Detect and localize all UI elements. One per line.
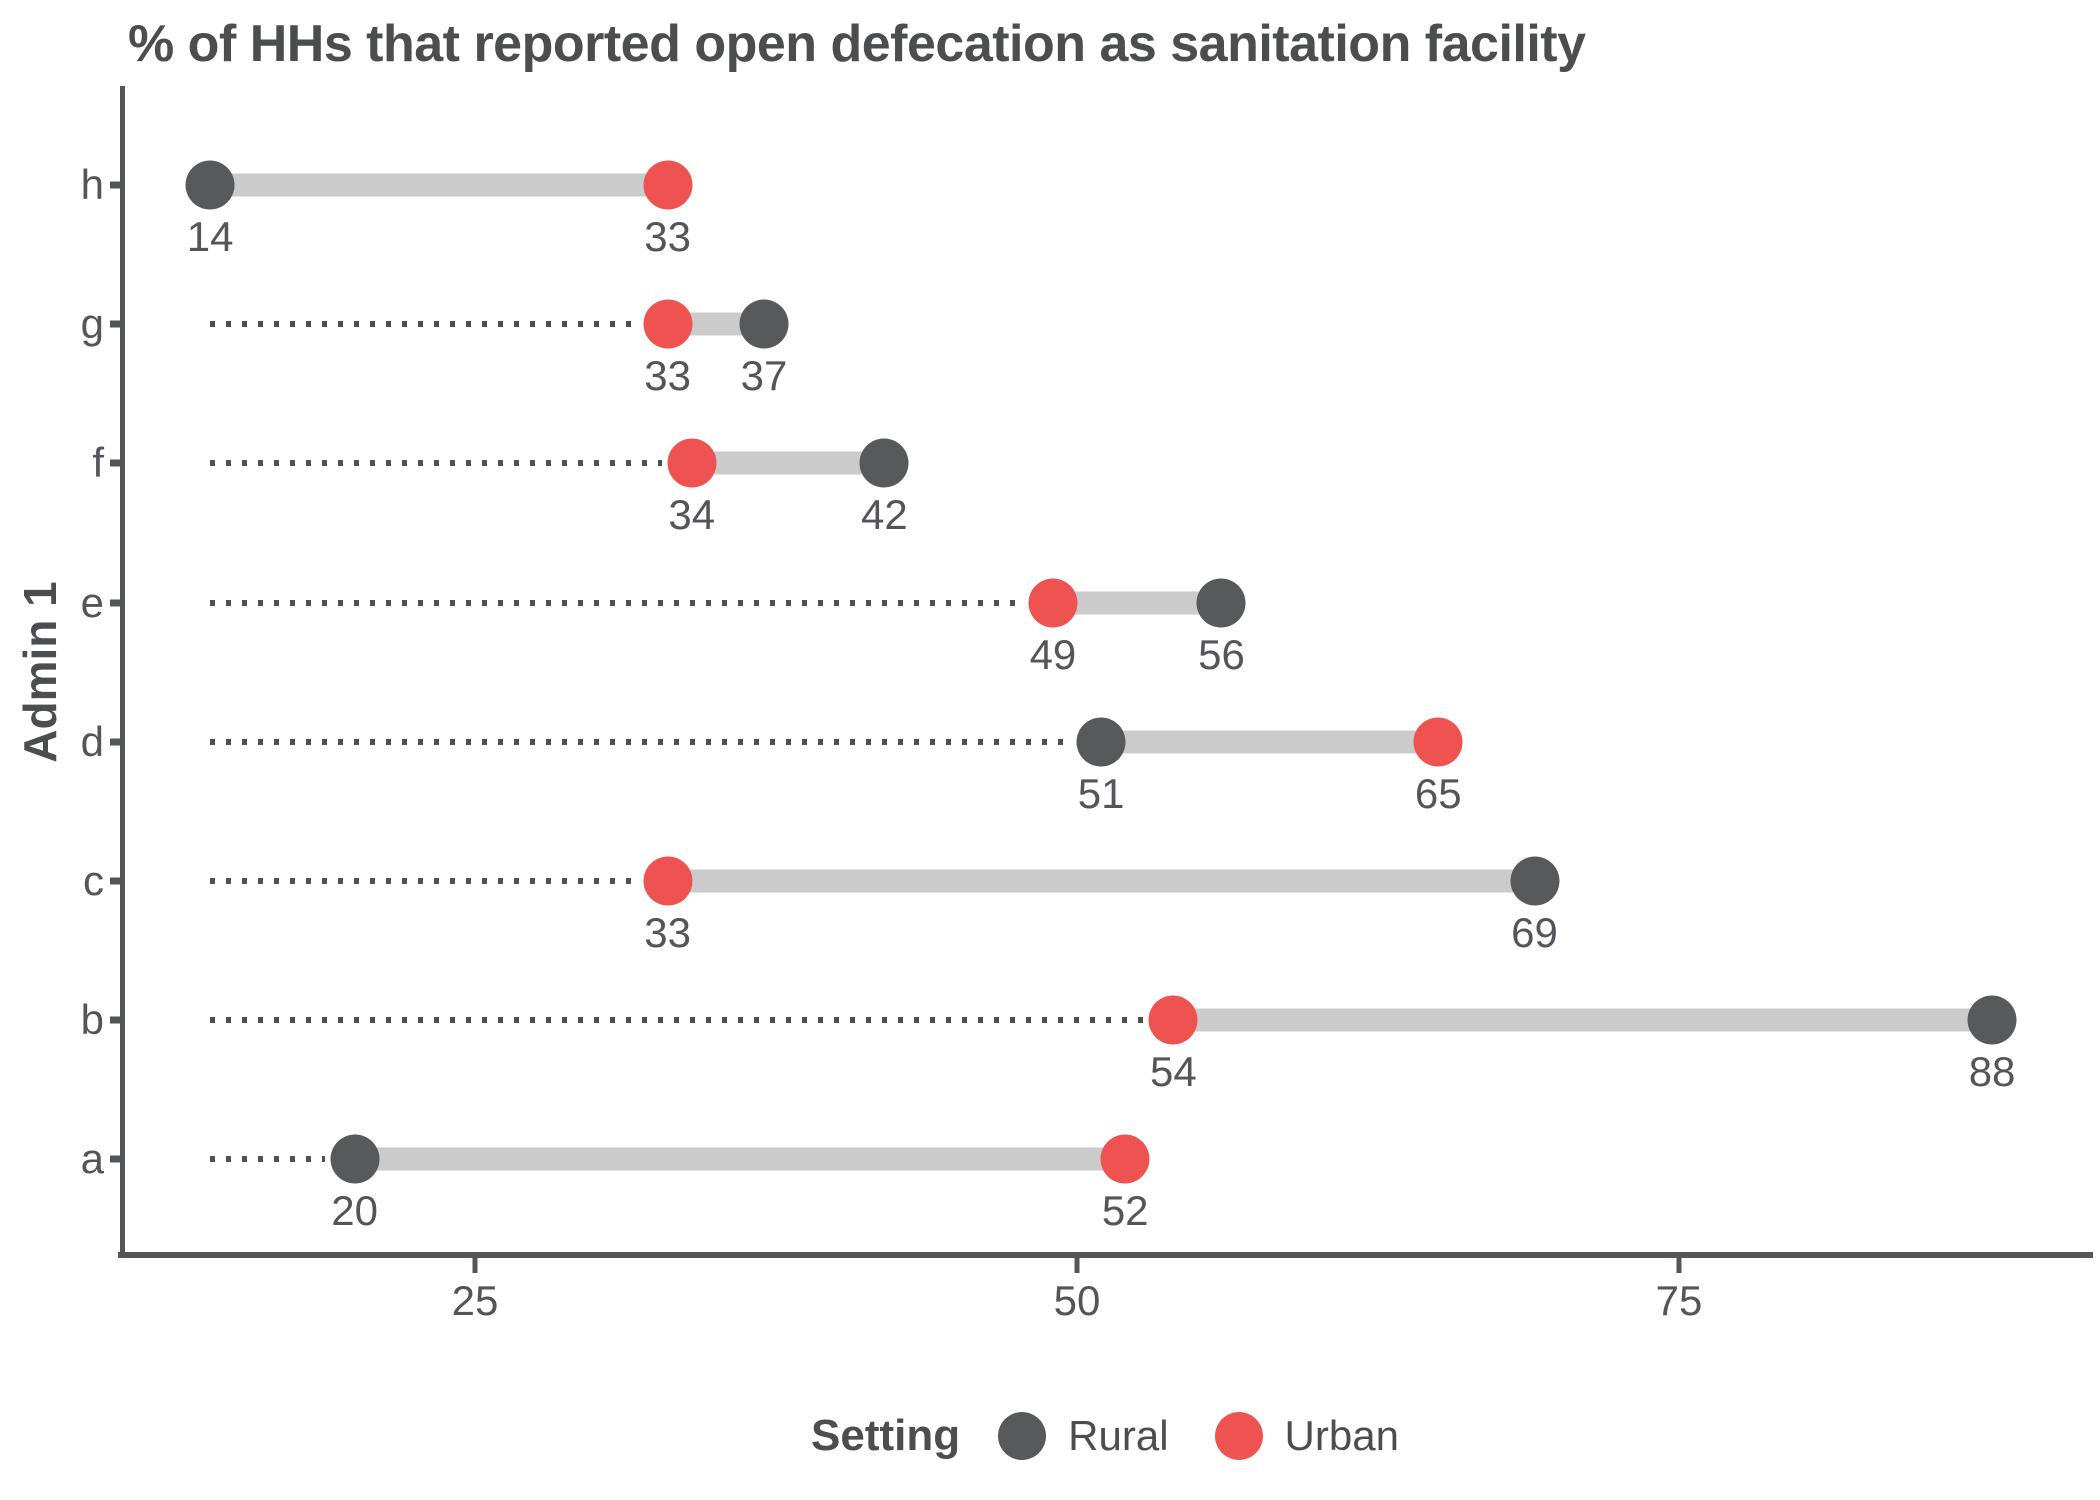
y-axis-label-g: g	[80, 300, 104, 348]
x-tick-label-25: 25	[451, 1277, 499, 1324]
rural-value-label-e: 56	[1198, 630, 1245, 678]
dotted-leader-c	[210, 878, 638, 884]
legend-items: Rural Urban	[998, 1412, 1399, 1460]
rural-value-label-b: 88	[1968, 1048, 2016, 1096]
urban-dot-h	[643, 160, 693, 210]
y-axis-label-d: d	[80, 717, 104, 765]
dotted-leader-f	[210, 460, 662, 467]
dotted-leader-b	[210, 1017, 1144, 1024]
urban-dot-d	[1413, 717, 1463, 767]
y-tick-g	[110, 320, 122, 328]
y-tick-c	[110, 877, 122, 885]
urban-dot-f	[667, 438, 717, 488]
rural-dot-a	[330, 1134, 380, 1184]
rural-dot-h	[185, 160, 235, 210]
y-axis-label-b: b	[80, 996, 104, 1044]
y-axis-label-h: h	[80, 161, 104, 208]
y-axis-line	[120, 86, 125, 1258]
y-axis-label-f: f	[92, 439, 104, 487]
legend-label-urban: Urban	[1284, 1412, 1399, 1459]
rural-value-label-a: 20	[331, 1187, 378, 1235]
rural-dot-g	[739, 299, 789, 349]
rural-dot-b	[1967, 995, 2017, 1045]
y-tick-b	[110, 1016, 122, 1024]
urban-value-label-f: 34	[668, 491, 716, 539]
y-tick-a	[110, 1155, 122, 1163]
y-tick-e	[110, 599, 122, 607]
urban-dot-b	[1148, 995, 1198, 1045]
connector-bar-f	[691, 451, 885, 475]
rural-value-label-c: 69	[1511, 909, 1558, 956]
legend-title: Setting	[811, 1411, 961, 1460]
rural-dot-f	[859, 438, 909, 488]
rural-dot-e	[1196, 578, 1246, 628]
dotted-leader-e	[210, 599, 1023, 606]
urban-value-label-h: 33	[644, 213, 691, 260]
rural-value-label-g: 37	[740, 352, 788, 400]
rural-value-label-d: 51	[1077, 769, 1125, 817]
urban-dot-e	[1028, 578, 1078, 628]
urban-dot-c	[643, 856, 693, 906]
connector-bar-b	[1173, 1008, 1993, 1032]
y-axis-label-c: c	[83, 857, 104, 904]
urban-value-label-c: 33	[644, 909, 691, 956]
dotted-leader-a	[210, 1156, 325, 1163]
urban-dot-a	[1100, 1134, 1150, 1184]
y-tick-d	[110, 738, 122, 746]
urban-dot-g	[643, 299, 693, 349]
legend-swatch-urban	[1214, 1412, 1263, 1460]
rural-value-label-h: 14	[186, 213, 234, 260]
urban-value-label-e: 49	[1029, 630, 1077, 678]
x-axis-line	[118, 1252, 2093, 1258]
legend-swatch-rural	[998, 1412, 1047, 1460]
x-tick-50	[1074, 1258, 1080, 1273]
rural-dot-d	[1076, 717, 1126, 767]
y-axis-label-a: a	[80, 1135, 104, 1183]
x-tick-75	[1676, 1258, 1682, 1273]
connector-bar-a	[354, 1147, 1126, 1171]
connector-bar-c	[667, 869, 1535, 893]
legend-item-rural: Rural	[998, 1412, 1169, 1460]
rural-value-label-f: 42	[861, 491, 908, 539]
x-tick-label-75: 75	[1655, 1277, 1703, 1324]
connector-bar-h	[210, 173, 668, 197]
y-tick-f	[110, 459, 122, 467]
connector-bar-d	[1101, 730, 1439, 754]
y-axis-title: Admin 1	[14, 581, 66, 763]
urban-value-label-b: 54	[1149, 1048, 1197, 1096]
connector-bar-e	[1052, 591, 1222, 615]
urban-value-label-g: 33	[644, 352, 691, 400]
legend-item-urban: Urban	[1214, 1412, 1399, 1460]
urban-value-label-d: 65	[1414, 769, 1462, 817]
x-tick-25	[472, 1258, 478, 1273]
chart-title: % of HHs that reported open defecation a…	[128, 15, 1586, 73]
dotted-leader-d	[210, 738, 1072, 745]
dotted-leader-g	[210, 321, 638, 328]
x-tick-label-50: 50	[1053, 1277, 1101, 1324]
legend-label-rural: Rural	[1068, 1412, 1169, 1459]
rural-dot-c	[1510, 856, 1560, 906]
urban-value-label-a: 52	[1101, 1187, 1149, 1235]
y-tick-h	[110, 181, 122, 189]
y-axis-label-e: e	[80, 578, 104, 626]
